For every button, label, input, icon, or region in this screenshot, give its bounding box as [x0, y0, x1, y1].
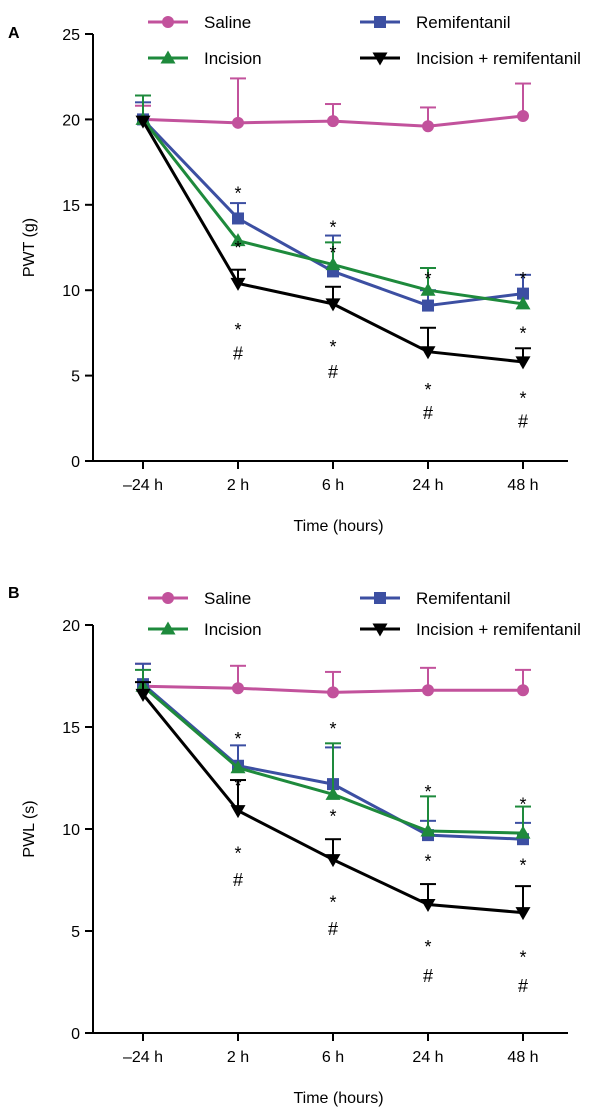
y-tick-label: 25	[62, 27, 80, 44]
significance-hash: #	[423, 966, 433, 986]
y-tick-label: 5	[71, 369, 80, 386]
significance-asterisk: *	[519, 794, 526, 814]
significance-asterisk: *	[329, 892, 336, 912]
data-point	[327, 115, 339, 127]
panel-label: B	[8, 585, 20, 602]
x-tick-label: 6 h	[322, 477, 344, 494]
y-axis-title: PWT (g)	[21, 218, 38, 277]
series-line	[143, 119, 523, 305]
y-tick-label: 0	[71, 1026, 80, 1043]
legend-label: Remifentanil	[416, 13, 511, 32]
y-tick-label: 5	[71, 924, 80, 941]
significance-hash: #	[328, 362, 338, 382]
significance-asterisk: *	[424, 937, 431, 957]
legend-item: Saline	[148, 589, 251, 608]
y-tick-label: 0	[71, 454, 80, 471]
data-point	[327, 686, 339, 698]
significance-asterisk: *	[424, 269, 431, 289]
y-tick-label: 15	[62, 720, 80, 737]
significance-asterisk: *	[519, 323, 526, 343]
significance-asterisk: *	[424, 380, 431, 400]
legend-item: Remifentanil	[360, 589, 511, 608]
legend-label: Remifentanil	[416, 589, 511, 608]
chart-panel-b: B Saline Remifentanil Incision Incision + re…	[8, 585, 581, 1107]
series-incision-remifentanil	[135, 682, 531, 920]
x-axis-title: Time (hours)	[293, 1090, 383, 1107]
significance-asterisk: *	[329, 807, 336, 827]
significance-asterisk: *	[329, 243, 336, 263]
data-point	[517, 684, 529, 696]
significance-hash: #	[328, 919, 338, 939]
y-tick-label: 20	[62, 618, 80, 635]
data-point	[422, 120, 434, 132]
legend-label: Incision + remifentanil	[416, 49, 581, 68]
y-axis-title: PWL (s)	[21, 800, 38, 857]
y-tick-label: 10	[62, 283, 80, 300]
significance-hash: #	[233, 343, 243, 363]
legend-label: Incision	[204, 620, 262, 639]
significance-hash: #	[518, 412, 528, 432]
legend-marker	[162, 592, 174, 604]
x-tick-label: 48 h	[507, 477, 538, 494]
x-tick-label: 24 h	[412, 1049, 443, 1066]
significance-asterisk: *	[519, 947, 526, 967]
panel-label: A	[8, 25, 20, 42]
significance-asterisk: *	[329, 337, 336, 357]
y-tick-label: 15	[62, 198, 80, 215]
significance-asterisk: *	[519, 269, 526, 289]
significance-asterisk: *	[234, 183, 241, 203]
legend-label: Incision + remifentanil	[416, 620, 581, 639]
legend-label: Saline	[204, 589, 251, 608]
x-tick-label: –24 h	[123, 477, 163, 494]
significance-asterisk: *	[519, 388, 526, 408]
legend-marker	[374, 16, 386, 28]
significance-hash: #	[423, 403, 433, 423]
legend-item: Remifentanil	[360, 13, 511, 32]
data-point	[232, 212, 244, 224]
significance-asterisk: *	[234, 729, 241, 749]
significance-asterisk: *	[234, 776, 241, 796]
data-point	[422, 684, 434, 696]
x-tick-label: 24 h	[412, 477, 443, 494]
significance-asterisk: *	[424, 852, 431, 872]
legend-item: Incision + remifentanil	[360, 49, 581, 68]
significance-asterisk: *	[519, 856, 526, 876]
significance-asterisk: *	[234, 843, 241, 863]
legend-item: Incision + remifentanil	[360, 620, 581, 639]
series-saline	[135, 78, 531, 132]
legend-item: Saline	[148, 13, 251, 32]
x-tick-label: –24 h	[123, 1049, 163, 1066]
significance-asterisk: *	[234, 320, 241, 340]
x-tick-label: 48 h	[507, 1049, 538, 1066]
significance-asterisk: *	[329, 719, 336, 739]
chart-panel-a: A Saline Remifentanil Incision Incision + re…	[8, 13, 581, 535]
legend-label: Saline	[204, 13, 251, 32]
x-tick-label: 6 h	[322, 1049, 344, 1066]
y-tick-label: 20	[62, 112, 80, 129]
data-point	[516, 356, 531, 369]
data-point	[517, 110, 529, 122]
series-saline	[135, 664, 531, 699]
x-axis-title: Time (hours)	[293, 518, 383, 535]
significance-asterisk: *	[329, 218, 336, 238]
data-point	[232, 117, 244, 129]
significance-asterisk: *	[234, 238, 241, 258]
x-tick-label: 2 h	[227, 1049, 249, 1066]
data-point	[232, 682, 244, 694]
legend-item: Incision	[148, 49, 262, 68]
legend-marker	[374, 592, 386, 604]
legend-label: Incision	[204, 49, 262, 68]
legend-item: Incision	[148, 620, 262, 639]
x-tick-label: 2 h	[227, 477, 249, 494]
significance-hash: #	[233, 870, 243, 890]
legend-marker	[162, 16, 174, 28]
data-point	[231, 805, 246, 818]
significance-asterisk: *	[424, 782, 431, 802]
data-point	[422, 300, 434, 312]
y-tick-label: 10	[62, 822, 80, 839]
significance-hash: #	[518, 976, 528, 996]
